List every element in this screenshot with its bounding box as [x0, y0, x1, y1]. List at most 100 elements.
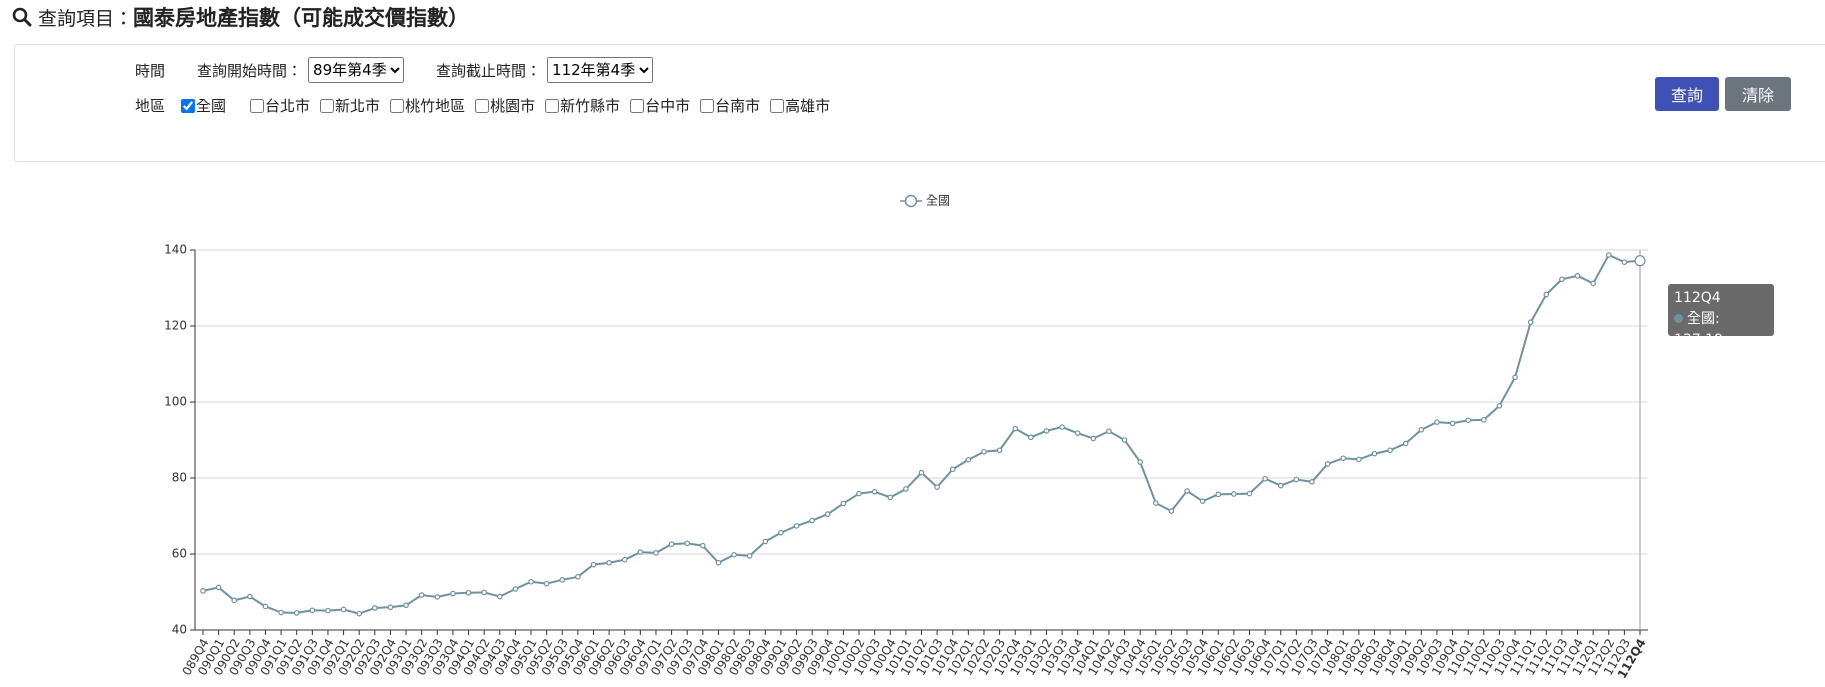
region-option[interactable]: 桃竹地區 [390, 95, 465, 116]
region-text: 新竹縣市 [560, 97, 621, 115]
point [309, 607, 316, 614]
point [200, 588, 206, 594]
point [981, 448, 987, 455]
point [1059, 424, 1065, 430]
region-text: 台中市 [645, 97, 691, 115]
point [1246, 490, 1253, 497]
point [387, 604, 394, 611]
point [1074, 430, 1081, 436]
point [621, 556, 628, 563]
point [543, 580, 550, 587]
point [934, 484, 940, 490]
region-checkbox[interactable] [545, 98, 560, 113]
point [1481, 417, 1487, 423]
region-checkbox[interactable] [250, 98, 265, 113]
point [1340, 455, 1347, 462]
header: 查詢項目： 國泰房地產指數（可能成交價指數） [12, 2, 469, 32]
point [1324, 461, 1331, 467]
point [434, 594, 441, 600]
point [559, 577, 566, 583]
y-tick-label: 100 [164, 395, 187, 409]
point [746, 553, 753, 559]
region-text: 桃竹地區 [405, 97, 466, 115]
point [840, 500, 847, 507]
point [1543, 291, 1550, 298]
point [1231, 491, 1237, 497]
time-row: 時間 查詢開始時間： 89年第4季 查詢截止時間： 112年第4季 [135, 57, 654, 83]
point [809, 517, 815, 524]
point [215, 584, 222, 591]
point [1277, 482, 1284, 489]
region-checkbox[interactable] [181, 98, 196, 113]
point [965, 456, 972, 463]
point [918, 469, 925, 476]
region-option[interactable]: 台南市 [700, 95, 760, 116]
point [1559, 276, 1565, 283]
point [684, 540, 691, 547]
point [262, 603, 269, 610]
y-tick-label: 120 [164, 319, 187, 333]
query-panel: 時間 查詢開始時間： 89年第4季 查詢截止時間： 112年第4季 地區 全國 台… [14, 44, 1825, 162]
point [403, 602, 409, 609]
point [1387, 447, 1393, 454]
point [231, 597, 238, 604]
start-select[interactable]: 89年第4季 [308, 57, 405, 83]
point [278, 609, 284, 616]
tooltip: 112Q4 全國: 137.19 [1668, 284, 1774, 348]
tooltip-series: 全國 [1687, 311, 1715, 327]
end-label: 查詢截止時間： [436, 61, 542, 80]
region-checkbox[interactable] [700, 98, 715, 113]
point [465, 589, 472, 596]
point [481, 589, 487, 596]
region-option[interactable]: 台中市 [630, 95, 690, 116]
point [1574, 273, 1581, 279]
point [1215, 491, 1222, 498]
point [1356, 456, 1362, 463]
point [887, 494, 894, 501]
tooltip-dot [1674, 314, 1683, 323]
point [575, 573, 581, 580]
point [856, 490, 862, 497]
tooltip-category: 112Q4 [1674, 290, 1721, 306]
point [1527, 319, 1534, 326]
region-checkbox[interactable] [770, 98, 785, 113]
point [325, 607, 331, 614]
point [340, 606, 347, 613]
point [1137, 459, 1143, 465]
point [1152, 500, 1159, 506]
query-button[interactable]: 查詢 [1655, 77, 1719, 111]
region-checkbox[interactable] [630, 98, 645, 113]
region-text: 高雄市 [785, 97, 831, 115]
header-title: 國泰房地產指數（可能成交價指數） [133, 6, 470, 30]
point [715, 559, 722, 566]
end-select[interactable]: 112年第4季 [547, 57, 654, 83]
region-option[interactable]: 新北市 [320, 95, 380, 116]
region-checkbox[interactable] [320, 98, 335, 113]
region-checkbox[interactable] [390, 98, 405, 113]
region-label: 地區 [135, 97, 166, 115]
y-tick-label: 40 [172, 623, 187, 637]
point [293, 610, 300, 616]
point [1293, 476, 1300, 483]
region-option[interactable]: 台北市 [250, 95, 310, 116]
region-option[interactable]: 桃園市 [475, 95, 535, 116]
chart: 406080100120140089Q4090Q1090Q2090Q3090Q4… [164, 194, 1649, 682]
point [1402, 440, 1409, 447]
legend-label: 全國 [926, 194, 950, 208]
point [1028, 434, 1034, 441]
clear-button[interactable]: 清除 [1725, 77, 1791, 111]
point [1168, 508, 1175, 514]
point [372, 605, 378, 611]
region-option[interactable]: 高雄市 [770, 95, 830, 116]
time-label: 時間 [135, 61, 166, 80]
point [637, 549, 644, 555]
search-icon [12, 7, 32, 27]
point [1512, 374, 1518, 381]
region-option[interactable]: 全國 [181, 95, 226, 116]
region-checkbox[interactable] [475, 98, 490, 113]
y-tick-label: 140 [164, 243, 187, 257]
region-option[interactable]: 新竹縣市 [545, 95, 620, 116]
point [496, 593, 503, 600]
